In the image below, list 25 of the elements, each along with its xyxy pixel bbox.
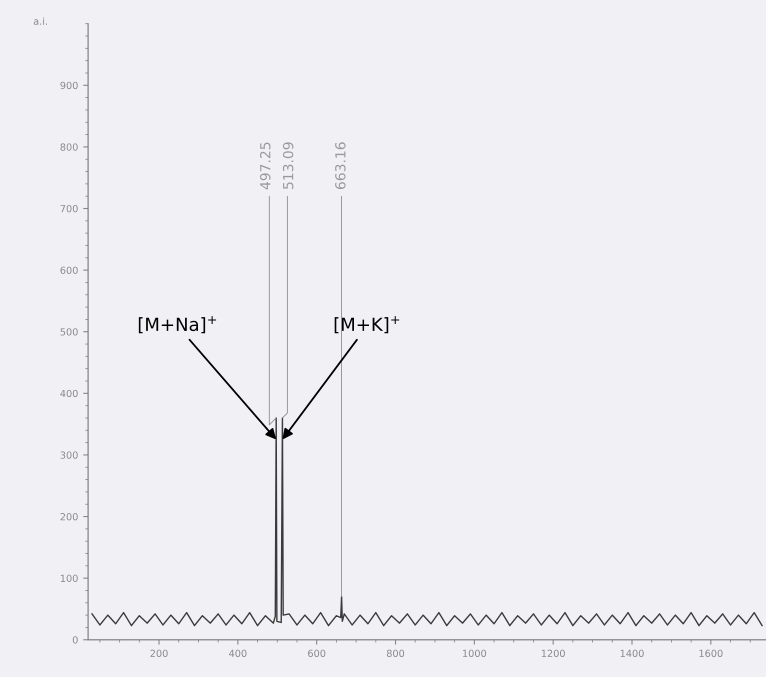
y-tick-label: 400 xyxy=(60,390,78,398)
annotation: 497.25 xyxy=(260,142,270,190)
x-tick-label: 1000 xyxy=(463,650,486,658)
y-tick-label: 700 xyxy=(60,204,78,212)
y-tick-label: 200 xyxy=(60,513,78,520)
y-tick-label: 300 xyxy=(60,451,78,459)
y-tick-label: 500 xyxy=(60,328,78,336)
x-tick-label: 800 xyxy=(386,650,404,658)
y-tick-label: 900 xyxy=(60,82,78,90)
annotation: 663.16 xyxy=(335,142,346,190)
y-tick-label: 100 xyxy=(60,574,78,582)
x-tick-label: 1400 xyxy=(620,650,644,658)
y-tick-label: 800 xyxy=(60,143,78,151)
y-tick-label: 600 xyxy=(60,266,78,274)
annotation: 513.09 xyxy=(282,142,294,189)
y-axis-title: a.i. xyxy=(34,17,48,25)
x-tick-label: 600 xyxy=(308,650,326,658)
annotation: [M+K]$^{+}$ xyxy=(334,316,400,334)
annotation: [M+Na]$^{+}$ xyxy=(138,316,216,334)
x-tick-label: 1600 xyxy=(700,650,723,658)
y-tick-label: 0 xyxy=(72,636,78,644)
x-tick-label: 1200 xyxy=(542,650,565,658)
line-series xyxy=(91,417,763,626)
x-tick-label: 200 xyxy=(150,650,168,658)
x-tick-label: 400 xyxy=(229,650,246,658)
